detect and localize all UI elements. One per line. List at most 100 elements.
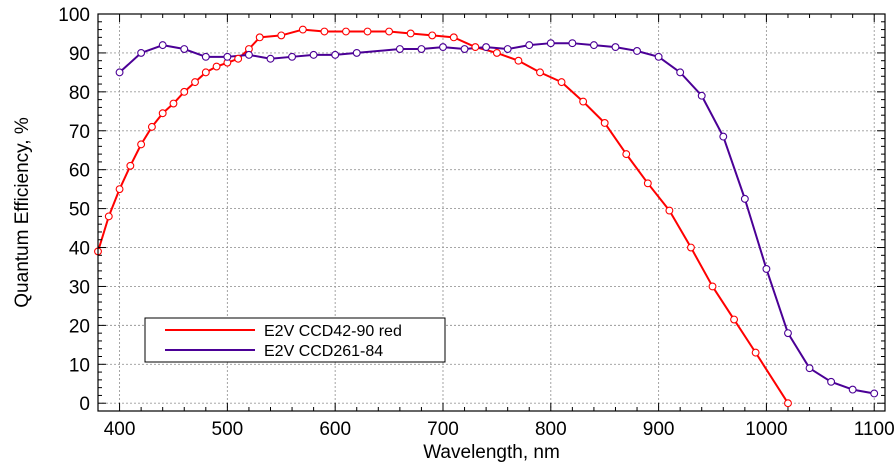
data-point-ccd261-84 <box>589 41 598 50</box>
data-point-ccd42-90 <box>385 27 394 36</box>
data-point-ccd42-90 <box>406 29 415 38</box>
plot-frame <box>97 13 886 412</box>
data-point-ccd42-90 <box>686 243 695 252</box>
data-point-ccd42-90 <box>514 56 523 65</box>
data-point-ccd42-90 <box>449 33 458 42</box>
series-layer <box>94 25 879 408</box>
data-point-ccd42-90 <box>169 99 178 108</box>
y-axis-title: Quantum Efficiency, % <box>12 117 33 308</box>
data-point-ccd261-84 <box>460 45 469 53</box>
data-point-ccd42-90 <box>600 119 609 127</box>
data-point-ccd42-90 <box>234 54 243 63</box>
data-point-ccd261-84 <box>848 385 857 394</box>
data-point-ccd42-90 <box>536 68 544 77</box>
data-point-ccd42-90 <box>158 109 167 118</box>
series-line-ccd42-90 <box>97 28 789 404</box>
data-point-ccd261-84 <box>352 48 361 57</box>
data-point-ccd261-84 <box>266 54 275 63</box>
legend-box <box>144 317 446 363</box>
data-point-ccd42-90 <box>180 87 189 96</box>
data-point-ccd42-90 <box>363 27 372 36</box>
y-tick-label: 60 <box>69 161 90 182</box>
x-tick-label: 800 <box>535 419 567 440</box>
y-tick-label: 80 <box>69 83 90 104</box>
data-point-ccd261-84 <box>482 43 491 52</box>
x-tick-label: 700 <box>427 419 459 440</box>
data-point-ccd42-90 <box>320 27 329 36</box>
data-point-ccd261-84 <box>762 264 771 273</box>
y-tick-label: 10 <box>69 355 90 376</box>
data-point-ccd261-84 <box>244 50 253 59</box>
data-point-ccd42-90 <box>137 140 146 149</box>
y-tick-label: 0 <box>79 394 90 415</box>
x-tick-label: 500 <box>212 419 244 440</box>
data-point-ccd42-90 <box>622 150 631 159</box>
data-point-ccd42-90 <box>665 206 674 215</box>
axis-ticks <box>97 13 885 411</box>
y-tick-label: 20 <box>69 316 90 337</box>
data-point-ccd261-84 <box>633 47 641 55</box>
data-point-ccd261-84 <box>719 132 728 141</box>
data-point-ccd42-90 <box>643 179 652 188</box>
y-tick-label: 40 <box>69 239 90 260</box>
data-point-ccd261-84 <box>331 50 340 59</box>
data-point-ccd261-84 <box>288 52 297 61</box>
data-point-ccd261-84 <box>827 377 836 386</box>
data-point-ccd42-90 <box>212 62 221 71</box>
data-point-ccd261-84 <box>546 39 555 48</box>
x-tick-label: 400 <box>104 419 136 440</box>
y-tick-label: 90 <box>69 44 90 65</box>
legend-label-ccd261-84: E2V CCD261-84 <box>264 343 383 360</box>
data-point-ccd261-84 <box>115 68 124 77</box>
data-point-ccd42-90 <box>342 27 350 36</box>
data-point-ccd261-84 <box>568 39 577 48</box>
data-point-ccd42-90 <box>115 185 124 194</box>
data-point-ccd42-90 <box>708 282 717 291</box>
data-point-ccd42-90 <box>784 399 792 408</box>
data-point-ccd42-90 <box>557 78 566 87</box>
y-tick-label: 100 <box>58 5 90 26</box>
data-point-ccd42-90 <box>298 25 307 34</box>
data-point-ccd261-84 <box>309 50 318 59</box>
data-point-ccd261-84 <box>201 52 210 61</box>
data-point-ccd261-84 <box>137 48 146 57</box>
data-point-ccd261-84 <box>697 91 706 100</box>
data-point-ccd42-90 <box>191 78 199 87</box>
data-point-ccd42-90 <box>428 31 437 40</box>
data-point-ccd42-90 <box>751 348 760 357</box>
data-point-ccd261-84 <box>439 43 447 52</box>
data-point-ccd261-84 <box>158 41 167 50</box>
data-point-ccd42-90 <box>730 315 739 324</box>
data-point-ccd261-84 <box>417 45 426 53</box>
data-point-ccd42-90 <box>492 48 501 57</box>
data-point-ccd261-84 <box>525 41 534 50</box>
data-point-ccd261-84 <box>784 329 792 338</box>
data-point-ccd42-90 <box>126 161 135 170</box>
data-point-ccd261-84 <box>180 45 189 53</box>
y-tick-label: 30 <box>69 277 90 298</box>
data-point-ccd42-90 <box>579 97 588 106</box>
data-point-ccd261-84 <box>676 68 685 77</box>
data-point-ccd42-90 <box>201 68 210 77</box>
x-tick-label: 1100 <box>854 419 894 440</box>
data-point-ccd42-90 <box>255 33 264 42</box>
x-tick-label: 600 <box>319 419 351 440</box>
y-tick-label: 70 <box>69 122 90 143</box>
data-point-ccd261-84 <box>740 194 749 203</box>
data-point-ccd42-90 <box>104 212 113 221</box>
x-axis-title: Wavelength, nm <box>423 442 560 463</box>
data-point-ccd261-84 <box>611 43 620 52</box>
tick-labels: 400 500 600 700 800 900 1000 1100 0 10 20 30 40 50 60 7… <box>58 5 894 440</box>
data-point-ccd261-84 <box>503 45 512 53</box>
data-point-ccd261-84 <box>805 364 814 373</box>
data-point-ccd42-90 <box>471 43 480 52</box>
x-tick-label: 1000 <box>745 419 787 440</box>
data-point-ccd42-90 <box>147 122 156 131</box>
legend: E2V CCD42-90 red E2V CCD261-84 <box>144 317 446 363</box>
legend-label-ccd42-90: E2V CCD42-90 red <box>264 323 402 340</box>
data-point-ccd261-84 <box>395 45 404 53</box>
data-point-ccd42-90 <box>277 31 286 40</box>
y-tick-label: 50 <box>69 200 90 221</box>
data-point-ccd261-84 <box>223 52 232 61</box>
